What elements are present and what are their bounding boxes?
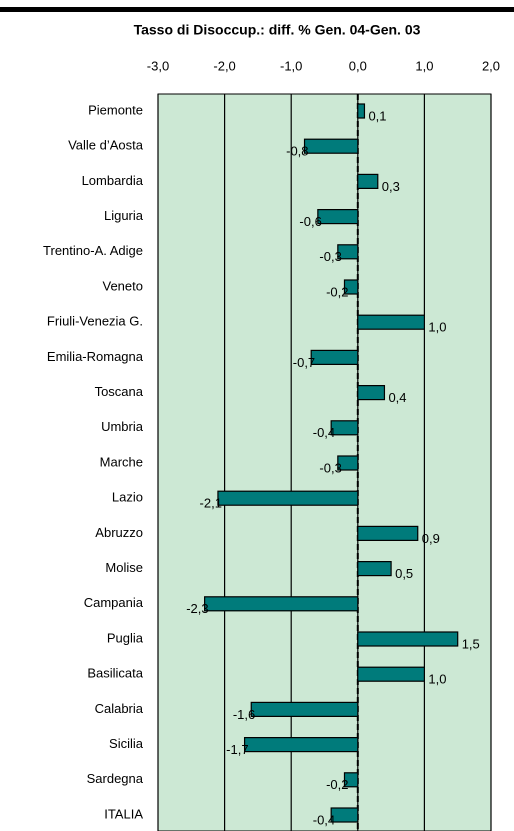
data-label: 0,1 — [368, 108, 386, 123]
data-label: -0,2 — [326, 777, 348, 792]
y-tick-label: Liguria — [104, 208, 144, 223]
data-label: -0,4 — [313, 425, 335, 440]
data-label: 1,0 — [428, 672, 446, 687]
x-tick-label: -3,0 — [147, 58, 169, 73]
y-tick-label: Molise — [105, 560, 143, 575]
data-label: 0,5 — [395, 566, 413, 581]
y-tick-label: Basilicata — [87, 666, 143, 681]
y-tick-label: Puglia — [107, 630, 144, 645]
data-label: -0,2 — [326, 284, 348, 299]
data-label: -0,3 — [319, 249, 341, 264]
y-tick-label: Marche — [100, 454, 143, 469]
bar — [337, 244, 359, 260]
y-tick-label: Campania — [84, 595, 144, 610]
bar — [303, 138, 359, 154]
y-tick-label: Calabria — [95, 701, 144, 716]
top-rule — [0, 7, 514, 12]
bar — [357, 173, 379, 189]
chart-title: Tasso di Disoccup.: diff. % Gen. 04-Gen.… — [134, 22, 421, 38]
y-tick-label: Emilia-Romagna — [47, 349, 144, 364]
x-tick-label: 0,0 — [349, 58, 367, 73]
data-label: -0,8 — [286, 144, 308, 159]
bar — [330, 807, 359, 823]
bar — [357, 103, 366, 119]
y-tick-label: Abruzzo — [95, 525, 143, 540]
y-tick-label: Piemonte — [88, 102, 143, 117]
x-tick-label: 1,0 — [415, 58, 433, 73]
data-label: -0,4 — [313, 812, 335, 827]
y-tick-label: Friuli-Venezia G. — [47, 314, 143, 329]
y-tick-label: Trentino-A. Adige — [43, 243, 143, 258]
y-tick-label: ITALIA — [104, 806, 143, 821]
data-label: -0,6 — [299, 214, 321, 229]
y-tick-label: Lazio — [112, 490, 143, 505]
data-label: 0,9 — [422, 531, 440, 546]
data-label: 0,3 — [382, 179, 400, 194]
y-tick-label: Sicilia — [109, 736, 144, 751]
bar — [357, 631, 459, 647]
bar — [317, 209, 359, 225]
data-label: -2,1 — [200, 496, 222, 511]
bar — [330, 420, 359, 436]
data-label: 0,4 — [388, 390, 406, 405]
data-label: -0,7 — [293, 355, 315, 370]
data-label: -1,6 — [233, 707, 255, 722]
bar — [343, 772, 359, 788]
data-label: -2,3 — [186, 601, 208, 616]
bar — [243, 736, 359, 753]
y-tick-label: Toscana — [95, 384, 144, 399]
y-tick-label: Lombardia — [82, 173, 144, 188]
data-label: 1,5 — [462, 636, 480, 651]
bar — [357, 314, 425, 330]
bar — [357, 385, 386, 401]
bar — [357, 525, 419, 542]
bar — [337, 455, 359, 471]
bar — [250, 701, 359, 718]
data-label: -0,3 — [319, 460, 341, 475]
bar — [217, 490, 359, 506]
x-tick-label: 2,0 — [482, 58, 500, 73]
y-tick-label: Sardegna — [87, 771, 144, 786]
data-label: -1,7 — [226, 742, 248, 757]
bar — [357, 560, 392, 577]
bar — [343, 279, 359, 295]
y-tick-label: Veneto — [103, 278, 144, 293]
y-tick-label: Umbria — [101, 419, 144, 434]
bar — [310, 349, 359, 365]
data-label: 1,0 — [428, 320, 446, 335]
x-tick-label: -1,0 — [280, 58, 302, 73]
x-tick-label: -2,0 — [213, 58, 235, 73]
bar — [204, 596, 359, 612]
bar — [357, 666, 425, 682]
y-tick-label: Valle d’Aosta — [68, 138, 144, 153]
